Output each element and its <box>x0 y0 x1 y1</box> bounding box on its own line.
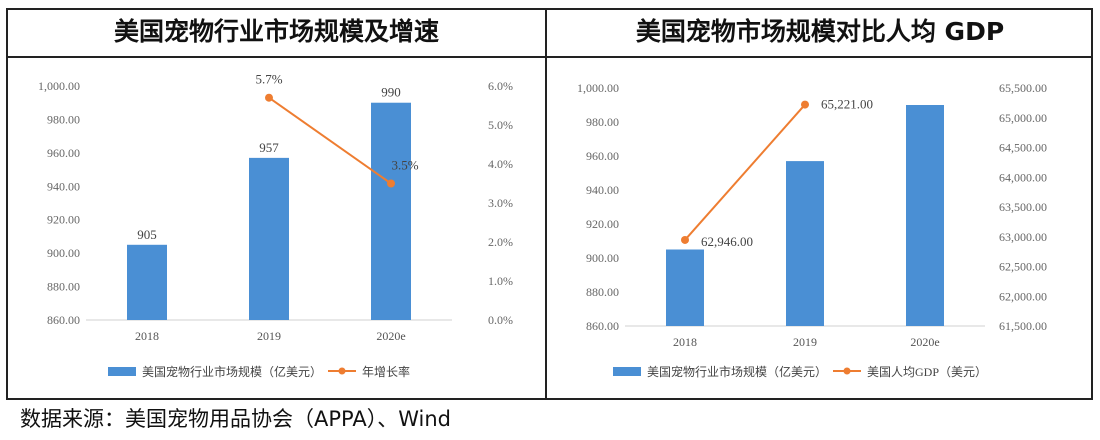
y-right-tick-label: 64,500.00 <box>999 141 1047 155</box>
legend-bar-swatch <box>108 367 136 376</box>
legend-line-label: 年增长率 <box>362 364 410 379</box>
y-left-tick-label: 940.00 <box>47 179 80 193</box>
y-left-tick-label: 940.00 <box>586 183 619 197</box>
title-separator <box>6 56 1093 58</box>
y-left-tick-label: 1,000.00 <box>577 81 619 95</box>
y-right-tick-label: 61,500.00 <box>999 319 1047 333</box>
y-right-tick-label: 3.0% <box>488 196 513 210</box>
legend-line-marker <box>843 367 851 375</box>
bar <box>666 249 704 326</box>
legend-bar-label: 美国宠物行业市场规模（亿美元） <box>142 364 322 379</box>
line-point <box>801 100 809 109</box>
legend-bar-label: 美国宠物行业市场规模（亿美元） <box>647 364 827 379</box>
y-right-tick-label: 65,000.00 <box>999 111 1047 125</box>
y-right-tick-label: 63,000.00 <box>999 230 1047 244</box>
y-right-tick-label: 1.0% <box>488 274 513 288</box>
y-right-tick-label: 62,500.00 <box>999 260 1047 274</box>
y-right-tick-label: 62,000.00 <box>999 289 1047 303</box>
y-left-tick-label: 880.00 <box>47 280 80 294</box>
legend-line-label: 美国人均GDP（美元） <box>867 365 987 379</box>
line-data-label: 62,946.00 <box>701 234 753 249</box>
bar-data-label: 990 <box>381 85 401 100</box>
y-left-tick-label: 980.00 <box>47 112 80 126</box>
y-right-tick-label: 63,500.00 <box>999 200 1047 214</box>
y-left-tick-label: 860.00 <box>586 319 619 333</box>
x-tick-label: 2020e <box>910 335 939 349</box>
y-right-tick-label: 0.0% <box>488 313 513 327</box>
x-tick-label: 2018 <box>673 335 697 349</box>
y-left-tick-label: 960.00 <box>586 149 619 163</box>
line-point <box>681 235 689 244</box>
y-right-tick-label: 65,500.00 <box>999 81 1047 95</box>
y-left-tick-label: 960.00 <box>47 146 80 160</box>
y-right-tick-label: 5.0% <box>488 118 513 132</box>
y-right-tick-label: 6.0% <box>488 79 513 93</box>
x-tick-label: 2019 <box>793 335 817 349</box>
y-left-tick-label: 900.00 <box>47 246 80 260</box>
panel-divider <box>545 8 547 400</box>
x-tick-label: 2018 <box>135 329 159 343</box>
legend-bar-swatch <box>613 367 641 376</box>
chart-title-right: 美国宠物市场规模对比人均 GDP <box>635 17 1005 46</box>
x-tick-label: 2019 <box>257 329 281 343</box>
y-left-tick-label: 900.00 <box>586 251 619 265</box>
bar <box>127 244 167 320</box>
bar-data-label: 905 <box>137 227 157 242</box>
y-left-tick-label: 880.00 <box>586 285 619 299</box>
y-left-tick-label: 920.00 <box>47 213 80 227</box>
line-data-label: 65,221.00 <box>821 97 873 112</box>
source-note: 数据来源：美国宠物用品协会（APPA）、Wind <box>20 407 451 431</box>
y-left-tick-label: 860.00 <box>47 313 80 327</box>
bar <box>906 105 944 326</box>
y-right-tick-label: 2.0% <box>488 235 513 249</box>
bar-data-label: 957 <box>259 140 279 155</box>
y-left-tick-label: 1,000.00 <box>38 79 80 93</box>
y-left-tick-label: 980.00 <box>586 115 619 129</box>
y-right-tick-label: 64,000.00 <box>999 170 1047 184</box>
legend-line-marker <box>338 367 346 375</box>
market-vs-gdp-chart: 860.00 880.00 900.00 920.00 940.00 960.00 980.… <box>577 81 1047 379</box>
market-growth-chart: 860.00 880.00 900.00 920.00 940.00 960.00 980.… <box>38 72 513 379</box>
bar <box>249 157 289 320</box>
line-series <box>268 96 392 185</box>
line-series <box>684 103 806 241</box>
chart-title-left: 美国宠物行业市场规模及增速 <box>113 17 439 46</box>
line-data-label: 3.5% <box>391 158 418 173</box>
y-left-tick-label: 920.00 <box>586 217 619 231</box>
bar <box>371 102 411 320</box>
bar <box>786 161 824 326</box>
y-right-tick-label: 4.0% <box>488 157 513 171</box>
line-point <box>265 93 273 102</box>
line-data-label: 5.7% <box>255 72 282 87</box>
line-point <box>387 179 395 188</box>
x-tick-label: 2020e <box>376 329 405 343</box>
chart-panel-left: 860.00 880.00 900.00 920.00 940.00 960.00 980.… <box>8 58 545 398</box>
chart-panel-right: 860.00 880.00 900.00 920.00 940.00 960.00 980.… <box>547 58 1091 398</box>
figure-frame <box>6 8 1093 400</box>
